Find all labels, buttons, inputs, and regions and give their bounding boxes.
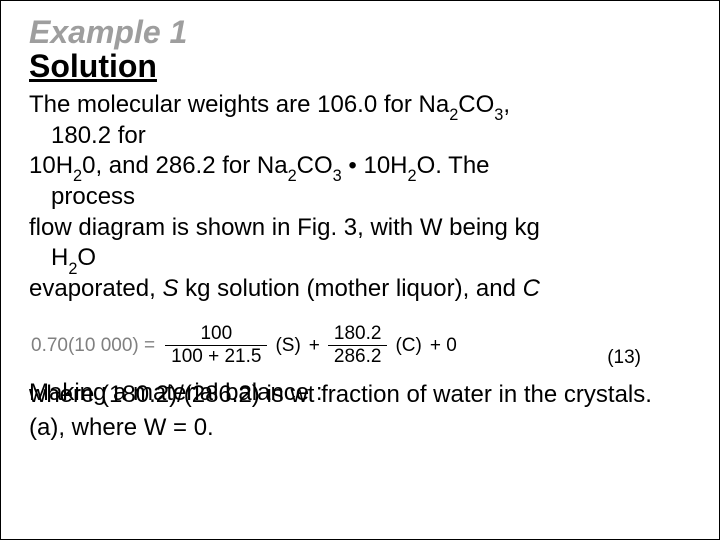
sub: 2 (68, 260, 77, 278)
hang-line: process (29, 182, 701, 213)
numerator: 180.2 (328, 324, 388, 346)
fraction-1: 100 100 + 21.5 (165, 324, 267, 367)
numerator: 100 (165, 324, 267, 346)
eq-tail: + 0 (426, 335, 457, 357)
t: O. The (417, 152, 490, 179)
last-line: (a), where W = 0. (29, 413, 701, 443)
t: , (503, 91, 510, 118)
t: H (51, 244, 68, 271)
line: flow diagram is shown in Fig. 3, with W … (29, 214, 540, 241)
fraction-2: 180.2 286.2 (328, 324, 388, 367)
t: 0, and 286.2 for Na (82, 152, 287, 179)
sub: 2 (73, 167, 82, 185)
equation-row: 0.70(10 000) = 100 100 + 21.5 (S) + 180.… (29, 323, 701, 369)
equation-number: (13) (607, 323, 701, 369)
t: evaporated, (29, 275, 162, 302)
t: CO (297, 152, 333, 179)
sub: 3 (333, 167, 342, 185)
var-s: S (162, 275, 178, 302)
t: kg solution (mother liquor), and (178, 275, 522, 302)
hang-line: 180.2 for (29, 121, 701, 152)
sub: 3 (494, 106, 503, 124)
slide-frame: Example 1 Solution The molecular weights… (0, 0, 720, 540)
denominator: 100 + 21.5 (165, 346, 267, 367)
t: • 10H (342, 152, 408, 179)
solution-heading: Solution (29, 50, 701, 84)
body-text: The molecular weights are 106.0 for Na2C… (29, 90, 701, 305)
overlapping-lines: Making a material balance : where (180.2… (29, 379, 701, 413)
eq-lhs: 0.70(10 000) = (29, 335, 161, 357)
eq-c: (C) (391, 335, 425, 357)
t: CO (458, 91, 494, 118)
sub: 2 (449, 106, 458, 124)
sub: 2 (408, 167, 417, 185)
overlap-line-b: where (180.2)/(286.2) is wt fraction of … (29, 381, 652, 410)
denominator: 286.2 (328, 346, 388, 367)
hang-line: H2O (29, 243, 701, 274)
line: The molecular weights are 106.0 for Na (29, 91, 449, 118)
eq-s: (S) (271, 335, 304, 357)
var-c: C (523, 275, 540, 302)
t: O (77, 244, 96, 271)
example-heading: Example 1 (29, 15, 701, 50)
t: 10H (29, 152, 73, 179)
sub: 2 (288, 167, 297, 185)
eq-plus: + (305, 335, 324, 357)
